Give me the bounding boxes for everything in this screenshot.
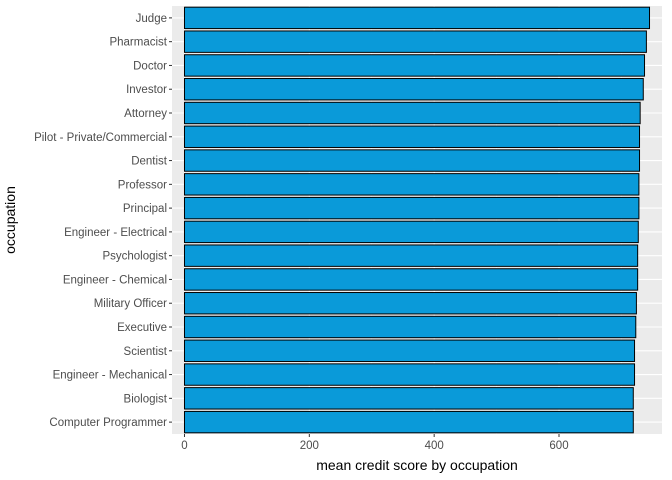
- x-tick-label: 400: [425, 440, 444, 452]
- y-tick-label: Computer Programmer: [49, 417, 167, 429]
- bar: [183, 6, 651, 30]
- bar: [183, 339, 636, 362]
- bar: [183, 149, 641, 172]
- bars: [183, 6, 651, 434]
- x-axis-title: mean credit score by occupation: [316, 457, 518, 473]
- bar: [183, 363, 636, 386]
- bar: [183, 78, 644, 101]
- y-tick-label: Military Officer: [94, 298, 167, 310]
- bar: [183, 244, 639, 267]
- y-tick-label: Attorney: [124, 108, 167, 120]
- bar: [183, 387, 634, 410]
- plot-panel: [172, 6, 662, 434]
- x-tick-label: 600: [549, 440, 568, 452]
- y-tick-label: Pharmacist: [109, 37, 167, 49]
- x-tick-label: 0: [181, 440, 187, 452]
- y-tick-label: Pilot - Private/Commercial: [34, 132, 167, 144]
- y-tick-label: Engineer - Electrical: [64, 227, 167, 239]
- bar: [183, 30, 647, 53]
- bar: [183, 173, 640, 196]
- y-tick-label: Professor: [118, 179, 167, 191]
- y-tick-label: Investor: [126, 84, 167, 96]
- x-tick-label: 200: [300, 440, 319, 452]
- bar: [183, 315, 637, 339]
- y-tick-label: Psychologist: [102, 251, 167, 263]
- y-axis-title: occupation: [2, 186, 18, 254]
- x-axis: 0 200 400 600: [181, 434, 569, 452]
- y-tick-label: Engineer - Mechanical: [53, 370, 167, 382]
- y-tick-label: Biologist: [124, 393, 168, 405]
- y-tick-label: Dentist: [131, 156, 168, 168]
- y-tick-label: Executive: [117, 322, 167, 334]
- bar: [183, 410, 634, 434]
- bar: [183, 101, 641, 125]
- bar: [183, 268, 639, 291]
- y-tick-label: Principal: [123, 203, 167, 215]
- y-axis: Judge Pharmacist Doctor Investor Attorney Pil…: [34, 13, 172, 429]
- y-tick-label: Doctor: [133, 60, 167, 72]
- y-tick-label: Scientist: [124, 346, 168, 358]
- bar: [183, 220, 639, 244]
- y-tick-label: Engineer - Chemical: [63, 274, 167, 286]
- bar: [183, 125, 641, 148]
- bar: [183, 54, 646, 77]
- bar: [183, 196, 640, 220]
- y-tick-label: Judge: [136, 13, 167, 25]
- bar: [183, 292, 637, 315]
